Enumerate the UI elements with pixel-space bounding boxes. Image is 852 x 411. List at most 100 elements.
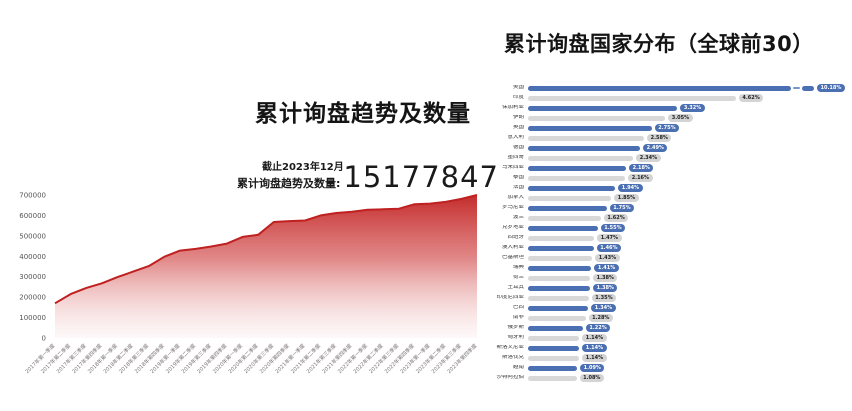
bar-track: 1.08% <box>528 373 852 383</box>
value-badge: 10.18% <box>817 84 845 92</box>
bar-track: 1.35% <box>528 293 852 303</box>
cumulative-stat-label: 累计询盘趋势及数量: <box>237 177 341 190</box>
bar <box>528 135 645 141</box>
country-label: 德国 <box>512 145 524 151</box>
country-label: 斯洛伐克 <box>501 355 524 361</box>
value-badge: 1.28% <box>588 314 613 322</box>
country-label: 意大利 <box>507 135 524 141</box>
value-badge: 1.94% <box>618 184 643 192</box>
value-badge: 1.46% <box>596 244 622 252</box>
cumulative-stat: 累计询盘趋势及数量: 15177847 <box>237 163 499 192</box>
x-axis: 2017年第一季度2017年第二季度2017年第三季度2017年第四季度2018… <box>23 342 478 375</box>
value-badge: 2.18% <box>629 164 654 172</box>
bar-row: 澳大利亚 1.46% <box>488 243 852 253</box>
bar <box>528 365 578 371</box>
country-label: 沙特阿拉伯 <box>496 375 524 381</box>
bar-row: 伊朗 3.05% <box>488 113 852 123</box>
country-label: 英国 <box>512 125 524 131</box>
bar-row: 马来西亚 2.18% <box>488 163 852 173</box>
bar <box>528 355 580 361</box>
bar <box>528 245 594 251</box>
bar <box>528 255 593 261</box>
value-badge: 1.14% <box>582 334 607 342</box>
y-axis-tick-label: 100000 <box>19 314 46 322</box>
bar-track: 1.14% <box>528 343 852 353</box>
bar <box>528 335 580 341</box>
value-badge: 1.14% <box>582 354 607 362</box>
bar-track: 1.55% <box>528 223 852 233</box>
bar-row: 斯洛文尼亚 1.14% <box>488 343 852 353</box>
bar-track: 4.62% <box>528 93 852 103</box>
value-badge: 1.41% <box>594 264 619 272</box>
bar <box>528 265 592 271</box>
country-label: 越南 <box>512 365 524 371</box>
bar <box>528 175 626 181</box>
value-badge: 4.62% <box>738 94 764 102</box>
country-label: 美国 <box>512 85 524 91</box>
bar-track: 3.32% <box>528 103 852 113</box>
value-badge: 1.08% <box>579 374 604 382</box>
bar-row: 沙特阿拉伯 1.08% <box>488 373 852 383</box>
country-label: 巴西 <box>512 305 524 311</box>
value-badge: 1.22% <box>585 324 611 332</box>
country-label: 保加利亚 <box>501 105 524 111</box>
bar-row: 克罗地亚 1.55% <box>488 223 852 233</box>
trend-line <box>54 194 478 305</box>
bar <box>528 185 616 191</box>
country-label: 罗马尼亚 <box>501 205 524 211</box>
bar-chart-panel: 累计询盘国家分布（全球前30） 美国 10.18% 印度 4.62% 保加利亚 3.32%… <box>488 0 852 411</box>
bar-row: 越南 1.09% <box>488 363 852 373</box>
bar-track: 2.16% <box>528 173 852 183</box>
bar <box>802 85 814 91</box>
bar <box>528 125 652 131</box>
value-badge: 1.47% <box>597 234 622 242</box>
country-label: 土耳其 <box>507 285 524 291</box>
bar-row: 法国 1.94% <box>488 183 852 193</box>
value-badge: 2.58% <box>647 134 672 142</box>
value-badge: 1.85% <box>614 194 639 202</box>
bar <box>528 115 666 121</box>
bar <box>528 95 736 101</box>
value-badge: 1.75% <box>609 204 635 212</box>
country-label: 墨西哥 <box>507 155 524 161</box>
bar-row: 土耳其 1.38% <box>488 283 852 293</box>
bar-track: 1.38% <box>528 283 852 293</box>
bar <box>528 325 583 331</box>
y-axis-tick-label: 600000 <box>19 212 46 220</box>
bar-track: 1.94% <box>528 183 852 193</box>
bar-row: 泰国 2.16% <box>488 173 852 183</box>
bar-track: 1.34% <box>528 303 852 313</box>
y-axis-tick-label: 700000 <box>19 192 46 200</box>
value-badge: 1.35% <box>591 294 617 302</box>
bar-track: 1.62% <box>528 213 852 223</box>
bar-row: 巴基斯坦 1.43% <box>488 253 852 263</box>
bar-row: 罗马尼亚 1.75% <box>488 203 852 213</box>
country-label: 伊朗 <box>512 115 524 121</box>
bar-row: 斯洛伐克 1.14% <box>488 353 852 363</box>
bar-row: 巴西 1.34% <box>488 303 852 313</box>
bar-track: 10.18% <box>528 83 852 93</box>
bar <box>528 205 607 211</box>
value-badge: 1.38% <box>593 284 618 292</box>
bar-track: 1.28% <box>528 313 852 323</box>
bar-row: 墨西哥 2.34% <box>488 153 852 163</box>
bar-row: 意大利 2.58% <box>488 133 852 143</box>
bar-track: 1.14% <box>528 333 852 343</box>
country-label: 斯洛文尼亚 <box>496 345 524 351</box>
bar-track: 3.05% <box>528 113 852 123</box>
country-label: 瑞典 <box>512 265 524 271</box>
bar <box>528 275 591 281</box>
country-label: 西班牙 <box>507 235 524 241</box>
bar-track: 2.58% <box>528 133 852 143</box>
bar <box>528 145 641 151</box>
bar-track: 1.41% <box>528 263 852 273</box>
country-label: 波兰 <box>512 215 524 221</box>
bar-track: 1.22% <box>528 323 852 333</box>
bar-track: 1.14% <box>528 353 852 363</box>
bar-row: 西班牙 1.47% <box>488 233 852 243</box>
bar <box>528 345 580 351</box>
bar <box>528 295 589 301</box>
country-label: 法国 <box>512 185 524 191</box>
asof-note: 截止2023年12月 <box>262 162 344 173</box>
